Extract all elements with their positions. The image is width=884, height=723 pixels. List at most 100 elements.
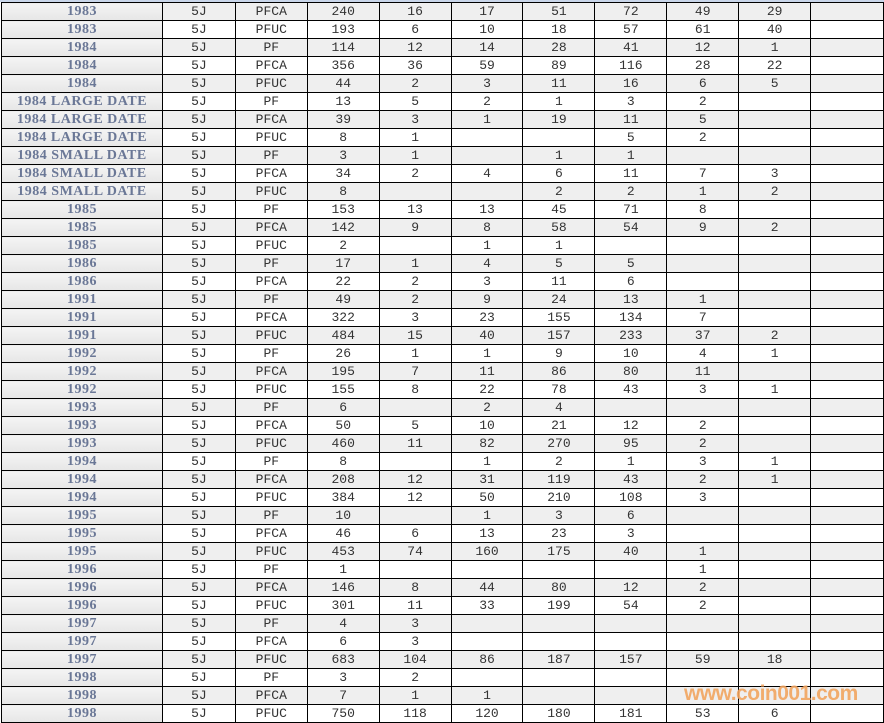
denomination-cell[interactable]: 5J xyxy=(161,434,236,453)
grade-col-4[interactable]: 1 xyxy=(594,146,668,165)
total-cell[interactable]: 39 xyxy=(306,110,380,129)
empty-cell[interactable] xyxy=(810,128,884,147)
denomination-cell[interactable]: 5J xyxy=(161,578,236,597)
denomination-cell[interactable]: 5J xyxy=(161,272,236,291)
grade-col-4[interactable] xyxy=(594,686,668,705)
year-cell[interactable]: 1983 xyxy=(1,20,163,39)
grade-type-cell[interactable]: PFUC xyxy=(234,704,308,723)
year-cell[interactable]: 1986 xyxy=(1,254,163,273)
grade-type-cell[interactable]: PFUC xyxy=(234,128,308,147)
grade-col-1[interactable] xyxy=(378,182,452,201)
grade-col-6[interactable] xyxy=(738,110,812,129)
grade-col-6[interactable]: 22 xyxy=(738,56,812,75)
grade-type-cell[interactable]: PFUC xyxy=(234,236,308,255)
grade-type-cell[interactable]: PF xyxy=(234,614,308,633)
grade-col-4[interactable]: 6 xyxy=(594,272,668,291)
grade-type-cell[interactable]: PFCA xyxy=(234,164,308,183)
grade-col-2[interactable] xyxy=(450,632,524,651)
grade-col-2[interactable]: 1 xyxy=(450,110,524,129)
total-cell[interactable]: 13 xyxy=(306,92,380,111)
grade-col-6[interactable] xyxy=(738,542,812,561)
denomination-cell[interactable]: 5J xyxy=(161,524,236,543)
grade-col-4[interactable]: 3 xyxy=(594,524,668,543)
year-cell[interactable]: 1993 xyxy=(1,398,163,417)
grade-type-cell[interactable]: PF xyxy=(234,254,308,273)
grade-col-1[interactable]: 12 xyxy=(378,38,452,57)
grade-col-2[interactable]: 160 xyxy=(450,542,524,561)
grade-col-6[interactable] xyxy=(738,236,812,255)
grade-col-6[interactable]: 5 xyxy=(738,74,812,93)
grade-col-6[interactable]: 1 xyxy=(738,380,812,399)
grade-col-2[interactable]: 44 xyxy=(450,578,524,597)
total-cell[interactable]: 3 xyxy=(306,668,380,687)
grade-col-3[interactable]: 199 xyxy=(522,596,596,615)
grade-col-1[interactable]: 1 xyxy=(378,686,452,705)
grade-col-4[interactable]: 10 xyxy=(594,344,668,363)
year-cell[interactable]: 1996 xyxy=(1,596,163,615)
grade-col-4[interactable]: 3 xyxy=(594,92,668,111)
grade-col-3[interactable]: 119 xyxy=(522,470,596,489)
empty-cell[interactable] xyxy=(810,56,884,75)
grade-col-2[interactable]: 13 xyxy=(450,200,524,219)
empty-cell[interactable] xyxy=(810,650,884,669)
grade-type-cell[interactable]: PF xyxy=(234,38,308,57)
empty-cell[interactable] xyxy=(810,326,884,345)
empty-cell[interactable] xyxy=(810,416,884,435)
grade-col-4[interactable]: 16 xyxy=(594,74,668,93)
grade-col-6[interactable] xyxy=(738,362,812,381)
grade-col-5[interactable]: 49 xyxy=(666,2,740,21)
grade-type-cell[interactable]: PF xyxy=(234,344,308,363)
grade-col-1[interactable]: 9 xyxy=(378,218,452,237)
grade-col-5[interactable]: 5 xyxy=(666,110,740,129)
grade-col-2[interactable]: 10 xyxy=(450,416,524,435)
grade-type-cell[interactable]: PF xyxy=(234,200,308,219)
year-cell[interactable]: 1998 xyxy=(1,668,163,687)
grade-col-5[interactable]: 9 xyxy=(666,218,740,237)
grade-col-3[interactable]: 28 xyxy=(522,38,596,57)
denomination-cell[interactable]: 5J xyxy=(161,254,236,273)
empty-cell[interactable] xyxy=(810,506,884,525)
total-cell[interactable]: 10 xyxy=(306,506,380,525)
grade-col-5[interactable]: 1 xyxy=(666,560,740,579)
grade-col-6[interactable]: 2 xyxy=(738,326,812,345)
empty-cell[interactable] xyxy=(810,20,884,39)
denomination-cell[interactable]: 5J xyxy=(161,542,236,561)
grade-col-2[interactable] xyxy=(450,182,524,201)
grade-col-1[interactable]: 5 xyxy=(378,416,452,435)
total-cell[interactable]: 2 xyxy=(306,236,380,255)
year-cell[interactable]: 1997 xyxy=(1,614,163,633)
grade-col-5[interactable]: 7 xyxy=(666,308,740,327)
empty-cell[interactable] xyxy=(810,290,884,309)
empty-cell[interactable] xyxy=(810,272,884,291)
grade-col-2[interactable]: 1 xyxy=(450,236,524,255)
grade-col-5[interactable] xyxy=(666,254,740,273)
empty-cell[interactable] xyxy=(810,398,884,417)
grade-col-4[interactable]: 12 xyxy=(594,416,668,435)
empty-cell[interactable] xyxy=(810,38,884,57)
grade-col-5[interactable]: 6 xyxy=(666,74,740,93)
grade-col-1[interactable]: 2 xyxy=(378,164,452,183)
grade-col-2[interactable]: 1 xyxy=(450,686,524,705)
grade-type-cell[interactable]: PFCA xyxy=(234,2,308,21)
total-cell[interactable]: 146 xyxy=(306,578,380,597)
grade-col-3[interactable]: 21 xyxy=(522,416,596,435)
grade-col-3[interactable]: 187 xyxy=(522,650,596,669)
denomination-cell[interactable]: 5J xyxy=(161,200,236,219)
grade-col-4[interactable]: 12 xyxy=(594,578,668,597)
grade-col-1[interactable] xyxy=(378,236,452,255)
grade-col-4[interactable]: 108 xyxy=(594,488,668,507)
grade-col-6[interactable]: 40 xyxy=(738,20,812,39)
total-cell[interactable]: 7 xyxy=(306,686,380,705)
total-cell[interactable]: 4 xyxy=(306,614,380,633)
grade-col-6[interactable]: 1 xyxy=(738,344,812,363)
year-cell[interactable]: 1993 xyxy=(1,434,163,453)
grade-col-6[interactable]: 29 xyxy=(738,2,812,21)
empty-cell[interactable] xyxy=(810,704,884,723)
grade-col-6[interactable]: 2 xyxy=(738,218,812,237)
grade-col-2[interactable]: 13 xyxy=(450,524,524,543)
grade-col-1[interactable] xyxy=(378,560,452,579)
total-cell[interactable]: 49 xyxy=(306,290,380,309)
denomination-cell[interactable]: 5J xyxy=(161,560,236,579)
grade-col-3[interactable]: 23 xyxy=(522,524,596,543)
grade-col-4[interactable]: 5 xyxy=(594,128,668,147)
